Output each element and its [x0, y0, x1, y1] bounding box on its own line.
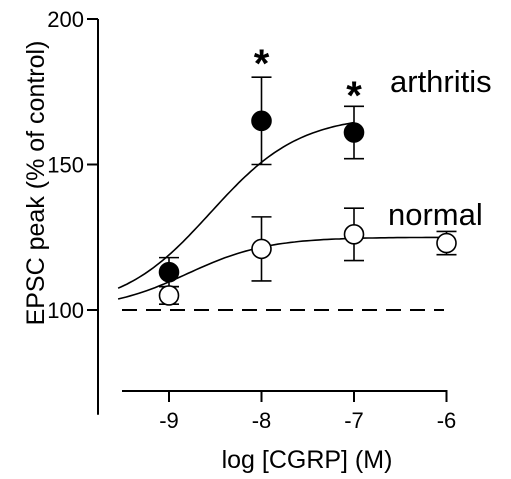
significance-asterisk: *	[254, 42, 270, 86]
x-tick-label: -6	[437, 408, 457, 433]
data-point-arthritis	[343, 122, 365, 143]
data-point-normal	[436, 232, 457, 254]
data-point-normal	[251, 238, 272, 260]
x-tick-label: -9	[159, 408, 179, 433]
series-label-normal: normal	[388, 197, 483, 232]
y-tick-label: 100	[47, 298, 84, 323]
y-axis-title: EPSC peak (% of control)	[22, 41, 50, 326]
data-point-normal	[158, 285, 180, 306]
x-tick-label: -8	[252, 408, 272, 433]
data-point-arthritis	[251, 110, 272, 132]
x-tick-label: -7	[344, 408, 364, 433]
x-axis-title: log [CGRP] (M)	[222, 446, 393, 474]
y-tick-label: 150	[47, 153, 84, 178]
y-tick-label: 200	[47, 7, 84, 32]
fit-curve-arthritis	[117, 121, 355, 289]
data-point-arthritis	[158, 261, 180, 283]
x-axis: -9 -8 -7 -6	[122, 390, 457, 433]
significance-asterisk: *	[346, 74, 362, 118]
data-point-normal	[343, 224, 365, 245]
y-axis: 100 150 200	[47, 7, 99, 415]
series-label-arthritis: arthritis	[390, 64, 492, 99]
